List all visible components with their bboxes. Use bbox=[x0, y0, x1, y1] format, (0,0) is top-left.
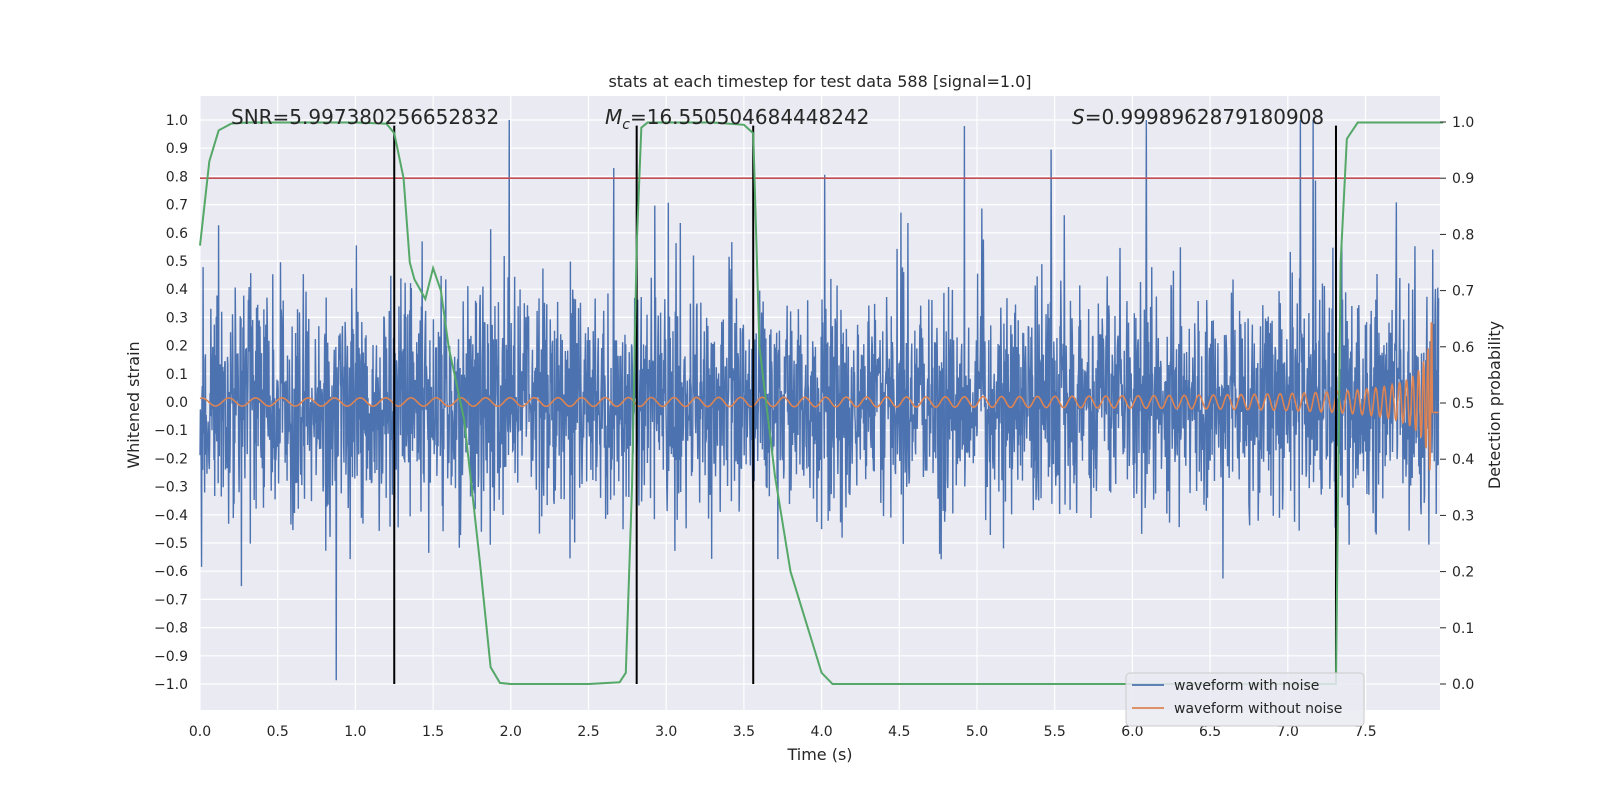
y-tick-label: 0.4 bbox=[166, 282, 188, 298]
y-tick-label: −0.7 bbox=[154, 592, 188, 608]
y2-tick-label: 0.4 bbox=[1452, 452, 1474, 468]
x-tick-label: 4.5 bbox=[888, 724, 910, 740]
y-tick-label: 0.2 bbox=[166, 339, 188, 355]
x-tick-label: 1.5 bbox=[422, 724, 444, 740]
y-tick-label: −1.0 bbox=[154, 677, 188, 693]
noise-waveform-line bbox=[199, 119, 1440, 681]
y-tick-label: −0.3 bbox=[154, 480, 188, 496]
y-tick-label: −0.4 bbox=[154, 508, 188, 524]
y2-tick-label: 0.5 bbox=[1452, 396, 1474, 412]
x-tick-label: 0.0 bbox=[189, 724, 211, 740]
y2-tick-label: 0.2 bbox=[1452, 565, 1474, 581]
x-tick-label: 6.0 bbox=[1121, 724, 1143, 740]
x-tick-label: 7.5 bbox=[1354, 724, 1376, 740]
y-axis-label: Whitened strain bbox=[124, 341, 143, 468]
chirp-mass-annotation: Mc=16.550504684448242 bbox=[605, 105, 869, 133]
left-axis-ticks: 1.0 0.9 0.8 0.7 0.6 0.5 0.4 0.3 0.2 0.1 0.0 −0.1 −0.… bbox=[154, 113, 188, 693]
y-tick-label: 0.5 bbox=[166, 254, 188, 270]
x-tick-label: 4.0 bbox=[810, 724, 832, 740]
x-tick-label: 1.0 bbox=[344, 724, 366, 740]
y-tick-label: 0.9 bbox=[166, 141, 188, 157]
y-tick-label: −0.1 bbox=[154, 423, 188, 439]
x-tick-label: 5.5 bbox=[1044, 724, 1066, 740]
y-tick-label: 0.6 bbox=[166, 226, 188, 242]
series-waveform-with-noise bbox=[199, 119, 1440, 681]
x-tick-label: 7.0 bbox=[1277, 724, 1299, 740]
y2-tick-label: 0.8 bbox=[1452, 227, 1474, 243]
y-tick-label: −0.6 bbox=[154, 564, 188, 580]
series-waveform-without-noise bbox=[199, 322, 1439, 471]
y2-tick-label: 0.0 bbox=[1452, 677, 1474, 693]
chart-title: stats at each timestep for test data 588… bbox=[608, 72, 1031, 91]
y2-axis-label: Detection probability bbox=[1485, 321, 1504, 489]
legend-box bbox=[1125, 672, 1365, 727]
y2-tick-label: 0.6 bbox=[1452, 340, 1474, 356]
y-tick-label: 0.8 bbox=[166, 169, 188, 185]
y2-tick-label: 0.1 bbox=[1452, 621, 1474, 637]
probability-line bbox=[199, 121, 1444, 685]
right-axis-ticks: 1.0 0.9 0.8 0.7 0.6 0.5 0.4 0.3 0.2 0.1 0.0 bbox=[1440, 115, 1474, 693]
x-tick-label: 2.0 bbox=[500, 724, 522, 740]
legend: waveform with noise waveform without noi… bbox=[1125, 672, 1365, 727]
x-tick-label: 3.5 bbox=[733, 724, 755, 740]
x-tick-label: 5.0 bbox=[966, 724, 988, 740]
y-tick-label: −0.9 bbox=[154, 649, 188, 665]
x-tick-label: 2.5 bbox=[577, 724, 599, 740]
x-axis-ticks: 0.0 0.5 1.0 1.5 2.0 2.5 3.0 3.5 4.0 4.5 5.0 5.5 6.0 6… bbox=[189, 724, 1377, 740]
y-tick-label: 0.1 bbox=[166, 367, 188, 383]
y2-tick-label: 0.3 bbox=[1452, 508, 1474, 524]
y-tick-label: 0.3 bbox=[166, 310, 188, 326]
legend-label-clean: waveform without noise bbox=[1174, 701, 1342, 717]
y2-tick-label: 0.7 bbox=[1452, 284, 1474, 300]
legend-label-noise: waveform with noise bbox=[1174, 678, 1319, 694]
y2-tick-label: 1.0 bbox=[1452, 115, 1474, 131]
snr-annotation: SNR=5.997380256652832 bbox=[231, 105, 499, 129]
y-tick-label: −0.2 bbox=[154, 451, 188, 467]
y2-tick-label: 0.9 bbox=[1452, 171, 1474, 187]
x-tick-label: 6.5 bbox=[1199, 724, 1221, 740]
y-tick-label: 0.0 bbox=[166, 395, 188, 411]
x-tick-label: 0.5 bbox=[267, 724, 289, 740]
series-detection-probability bbox=[199, 121, 1444, 685]
y-tick-label: −0.8 bbox=[154, 621, 188, 637]
y-tick-label: 0.7 bbox=[166, 198, 188, 214]
vertical-markers bbox=[393, 125, 1337, 684]
clean-waveform-line bbox=[199, 322, 1439, 471]
score-annotation: S=0.9998962879180908 bbox=[1072, 105, 1324, 129]
y-tick-label: −0.5 bbox=[154, 536, 188, 552]
x-tick-label: 3.0 bbox=[655, 724, 677, 740]
x-axis-label: Time (s) bbox=[786, 745, 852, 764]
y-tick-label: 1.0 bbox=[166, 113, 188, 129]
